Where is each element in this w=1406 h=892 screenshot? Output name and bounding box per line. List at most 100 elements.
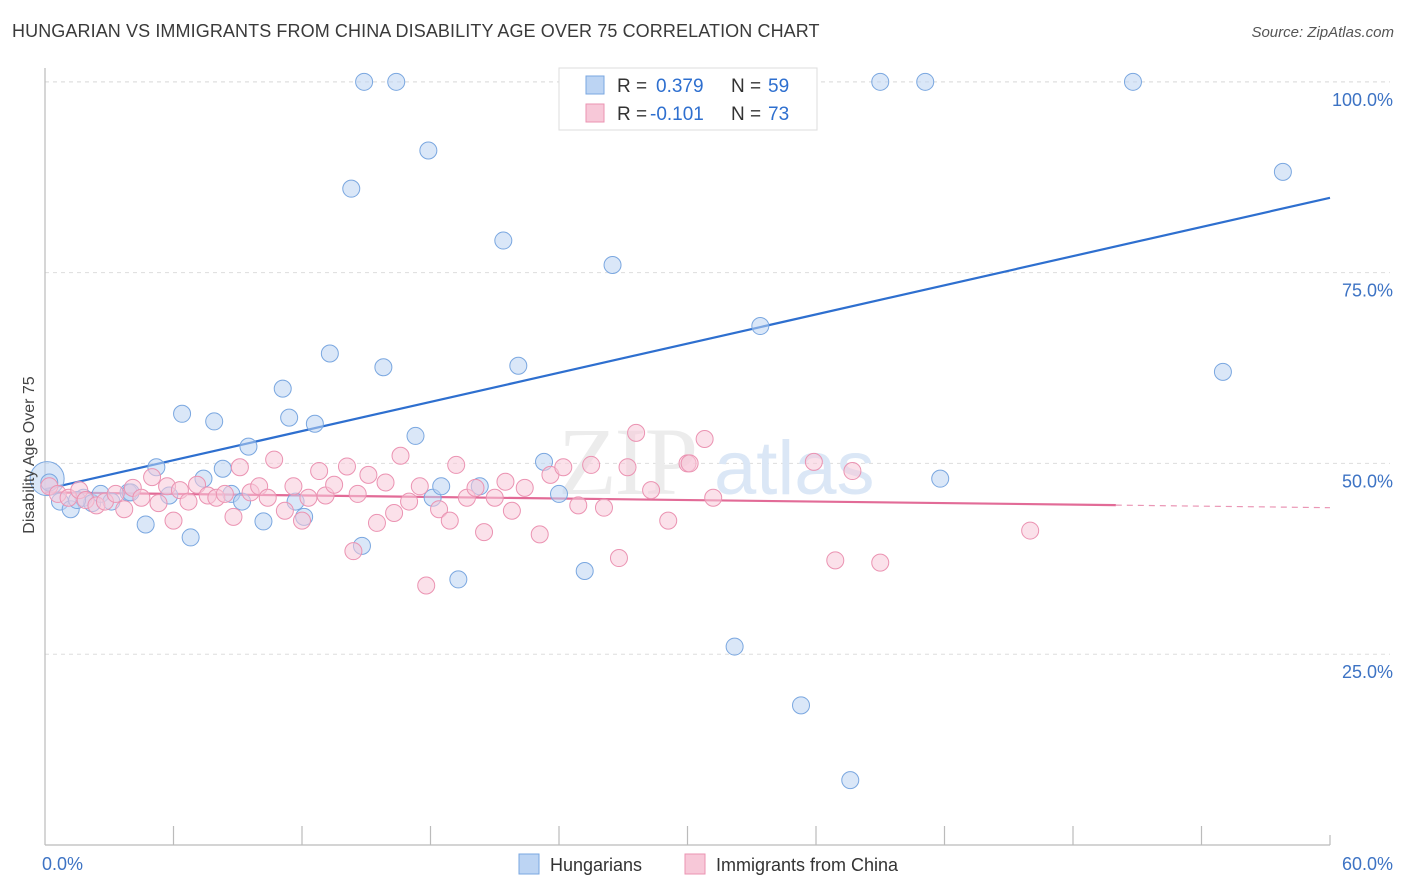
- point-hungarians: [603, 255, 622, 274]
- point-hungarians: [449, 570, 468, 589]
- point-china: [344, 542, 363, 561]
- point-china: [609, 549, 628, 568]
- point-china: [215, 484, 234, 503]
- point-china: [826, 551, 845, 570]
- point-hungarians: [550, 484, 568, 503]
- point-china: [515, 478, 534, 497]
- source-note: Source: ZipAtlas.com: [1251, 24, 1394, 41]
- point-hungarians: [387, 72, 406, 91]
- point-china: [496, 472, 515, 491]
- point-china: [400, 492, 419, 511]
- point-china: [475, 523, 494, 542]
- point-hungarians: [320, 344, 339, 363]
- point-hungarians: [254, 512, 273, 531]
- point-hungarians: [136, 515, 155, 534]
- point-china: [284, 477, 303, 496]
- point-hungarians: [205, 412, 224, 431]
- point-hungarians: [173, 404, 192, 423]
- point-china: [310, 462, 329, 481]
- point-hungarians: [181, 528, 200, 547]
- point-china: [258, 488, 277, 507]
- point-china: [417, 576, 436, 595]
- point-china: [843, 462, 862, 481]
- point-china: [447, 455, 466, 474]
- grid-layer: [45, 81, 1390, 655]
- point-hungarians: [916, 72, 935, 91]
- point-hungarians: [273, 379, 292, 398]
- point-hungarians: [494, 231, 513, 250]
- axes-layer: 25.0% 50.0% 75.0% 100.0% 0.0% 60.0%: [42, 68, 1393, 874]
- point-china: [188, 475, 207, 494]
- y-tick-label: 50.0%: [1342, 471, 1393, 491]
- point-china: [164, 511, 183, 530]
- legend-top-swatch-china: [585, 103, 605, 123]
- point-hungarians: [1123, 72, 1142, 91]
- legend-top-r-value-china: -0.101: [650, 104, 704, 125]
- point-hungarians: [792, 696, 811, 715]
- point-china: [275, 501, 294, 520]
- point-china: [230, 458, 249, 477]
- point-hungarians: [509, 356, 528, 375]
- point-hungarians: [751, 317, 770, 336]
- legend-bottom-swatch-china: [684, 853, 706, 875]
- point-china: [348, 484, 367, 503]
- point-hungarians: [1213, 362, 1232, 381]
- legend-top-r-label-hungarians: R =: [617, 76, 647, 97]
- point-china: [680, 454, 699, 473]
- trend-line-china-extension: [1115, 504, 1331, 509]
- legend-top-r-value-hungarians: 0.379: [656, 76, 704, 97]
- point-china: [569, 496, 588, 515]
- point-china: [106, 484, 125, 503]
- point-china: [299, 488, 318, 507]
- point-china: [502, 501, 521, 520]
- point-hungarians: [280, 408, 299, 427]
- chart-title: HUNGARIAN VS IMMIGRANTS FROM CHINA DISAB…: [12, 21, 820, 41]
- point-hungarians: [406, 426, 425, 445]
- trend-line-hungarians: [44, 196, 1331, 491]
- point-china: [293, 511, 311, 530]
- point-china: [385, 504, 404, 523]
- y-axis-label: Disability Age Over 75: [21, 376, 38, 534]
- point-china: [642, 481, 661, 500]
- legend-top-swatch-hungarians: [585, 75, 605, 95]
- point-hungarians: [342, 179, 361, 198]
- legend-top-n-label-china: N =: [731, 104, 761, 125]
- y-tick-label: 75.0%: [1342, 281, 1393, 301]
- point-hungarians: [419, 141, 438, 160]
- point-china: [582, 455, 601, 474]
- point-hungarians: [871, 72, 890, 91]
- point-hungarians: [931, 469, 950, 488]
- x-tick-label: 60.0%: [1342, 854, 1393, 874]
- point-china: [265, 450, 284, 469]
- point-hungarians: [1273, 162, 1292, 181]
- point-hungarians: [374, 358, 393, 377]
- y-tick-label: 100.0%: [1332, 90, 1393, 110]
- point-china: [132, 488, 151, 507]
- point-hungarians: [725, 637, 744, 656]
- point-china: [325, 475, 344, 494]
- point-china: [359, 465, 378, 484]
- legend-bottom-label-china: Immigrants from China: [716, 855, 899, 875]
- point-hungarians: [841, 771, 860, 790]
- point-china: [410, 477, 429, 496]
- point-hungarians: [355, 72, 374, 91]
- point-china: [704, 488, 723, 507]
- point-china: [871, 553, 890, 572]
- point-china: [1021, 521, 1040, 540]
- point-china: [530, 525, 549, 544]
- point-china: [430, 500, 449, 519]
- point-china: [115, 500, 134, 519]
- point-china: [618, 458, 637, 477]
- y-tick-label: 25.0%: [1342, 662, 1393, 682]
- legend-bottom: Hungarians Immigrants from China: [518, 853, 899, 875]
- point-china: [659, 511, 678, 530]
- point-china: [367, 513, 386, 532]
- point-china: [224, 507, 243, 526]
- point-hungarians: [305, 414, 324, 433]
- point-china: [179, 492, 198, 511]
- x-tick-label: 0.0%: [42, 854, 83, 874]
- legend-top-n-value-hungarians: 59: [768, 76, 789, 97]
- point-hungarians: [239, 437, 258, 456]
- legend-top: R = 0.379 N = 59 R = -0.101 N = 73: [558, 67, 818, 131]
